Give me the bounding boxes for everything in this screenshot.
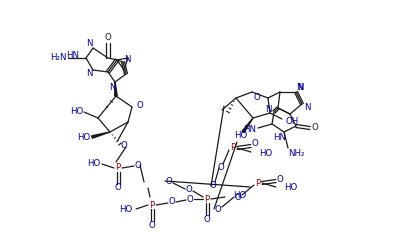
Text: NH₂: NH₂ <box>288 150 304 158</box>
Text: P: P <box>115 164 121 172</box>
Text: N: N <box>86 40 92 48</box>
Text: O: O <box>218 164 224 172</box>
Text: O: O <box>204 214 211 224</box>
Text: HO: HO <box>259 148 272 158</box>
Text: P: P <box>149 200 154 209</box>
Text: N: N <box>304 104 310 112</box>
Text: O: O <box>235 192 241 202</box>
Text: O: O <box>105 34 111 42</box>
Text: HO: HO <box>119 206 132 214</box>
Text: HO: HO <box>234 132 248 140</box>
Polygon shape <box>115 82 117 96</box>
Text: O: O <box>137 100 143 110</box>
Text: HO: HO <box>233 192 246 200</box>
Text: O: O <box>312 124 318 132</box>
Text: O: O <box>252 140 258 148</box>
Text: N: N <box>124 54 130 64</box>
Text: O: O <box>169 198 176 206</box>
Polygon shape <box>242 118 253 133</box>
Polygon shape <box>92 132 110 138</box>
Text: HO: HO <box>87 158 100 168</box>
Text: N: N <box>109 82 115 92</box>
Text: N: N <box>265 106 271 114</box>
Text: O: O <box>115 184 121 192</box>
Text: HO: HO <box>284 184 297 192</box>
Text: O: O <box>254 94 260 102</box>
Text: O: O <box>185 184 192 194</box>
Text: O: O <box>148 220 155 230</box>
Text: O: O <box>121 142 127 150</box>
Text: HN: HN <box>66 52 79 60</box>
Text: N: N <box>297 84 303 92</box>
Text: HO: HO <box>70 106 83 116</box>
Text: O: O <box>210 182 217 190</box>
Text: P: P <box>256 178 261 188</box>
Text: HN: HN <box>273 132 287 141</box>
Text: N: N <box>296 82 302 92</box>
Text: O: O <box>187 194 193 203</box>
Text: P: P <box>230 144 236 152</box>
Text: H₂N: H₂N <box>51 54 67 62</box>
Text: O: O <box>215 204 221 214</box>
Text: O: O <box>166 176 172 186</box>
Text: P: P <box>205 194 210 203</box>
Text: HN: HN <box>243 124 256 134</box>
Text: OH: OH <box>286 116 299 126</box>
Text: HO: HO <box>77 134 90 142</box>
Text: O: O <box>135 160 141 170</box>
Text: O: O <box>277 174 283 184</box>
Text: N: N <box>86 70 92 78</box>
